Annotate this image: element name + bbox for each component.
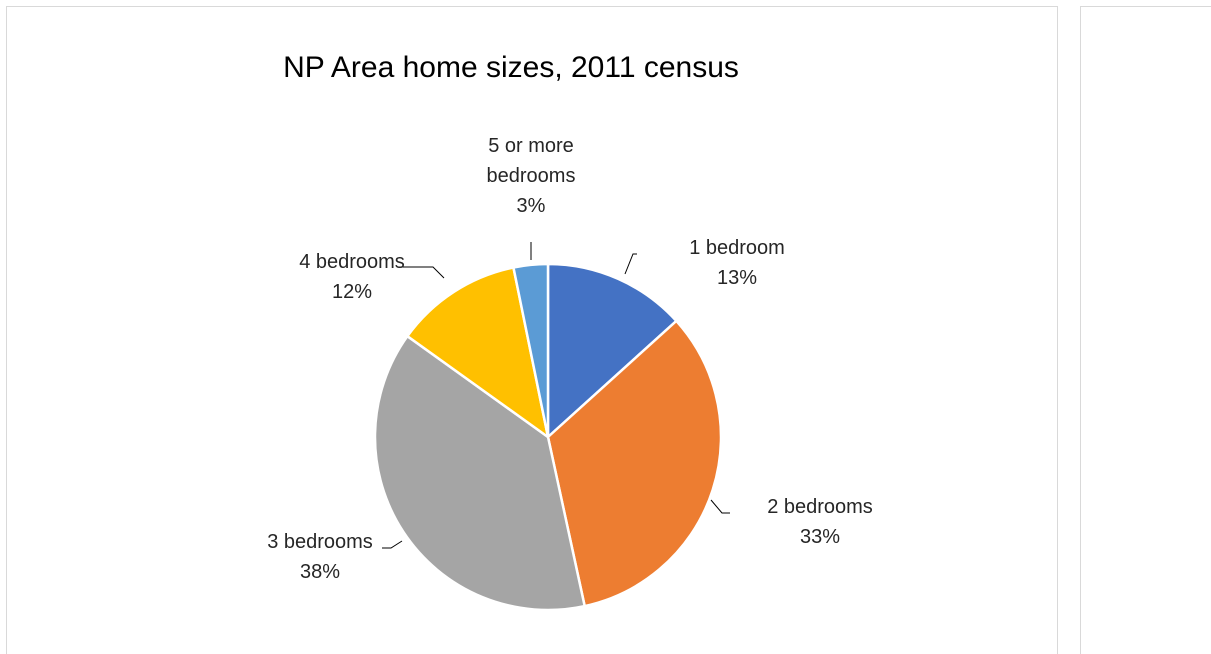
leader-line-2 [710, 499, 730, 514]
leader-line-1 [624, 253, 637, 275]
pie-slice-1 [546, 262, 679, 440]
data-label-percent-4: 12% [332, 281, 372, 303]
data-label-name-5: bedrooms [487, 165, 576, 187]
data-label-name-4: 4 bedrooms [299, 251, 405, 273]
data-label-percent-1: 13% [717, 267, 757, 289]
chart-title: NP Area home sizes, 2011 census [283, 51, 739, 84]
leader-line-3 [382, 540, 403, 549]
data-labels: 1 bedroom 13% 2 bedrooms 33% 3 bedrooms 38% 4 … [267, 135, 873, 583]
data-label-percent-3: 38% [300, 561, 340, 583]
adjacent-chart-area [1080, 6, 1211, 654]
pie-slice-5 [511, 262, 550, 438]
pie-slice-4 [405, 266, 550, 440]
pie-slice-2 [546, 319, 723, 608]
leader-line-4 [398, 266, 445, 279]
data-label-percent-2: 33% [800, 526, 840, 548]
leader-lines [382, 242, 730, 549]
data-label-name-3: 3 bedrooms [267, 531, 373, 553]
data-label-name-1: 1 bedroom [689, 237, 785, 259]
pie-slices [373, 262, 723, 612]
data-label-name-5: 5 or more [488, 135, 574, 157]
pie-slice-3 [373, 334, 587, 612]
data-label-name-2: 2 bedrooms [767, 496, 873, 518]
data-label-percent-5: 3% [517, 195, 546, 217]
